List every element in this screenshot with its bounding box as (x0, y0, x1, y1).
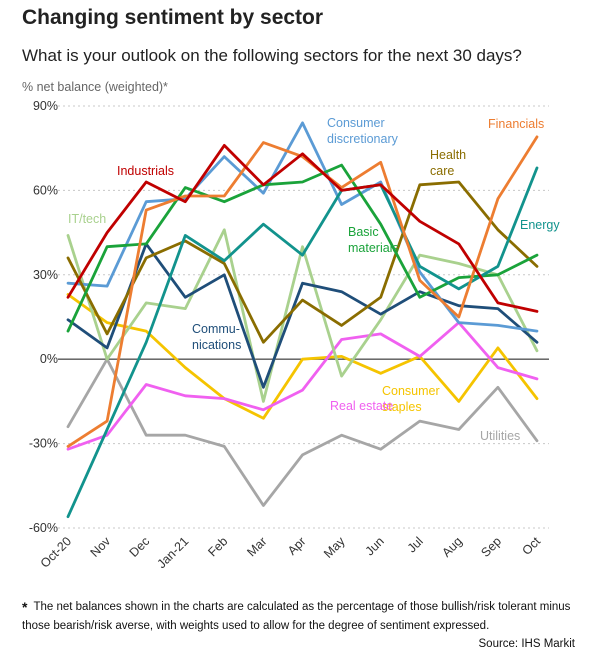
series-label-energy: Energy (520, 218, 560, 232)
x-tick-label: Sep (478, 534, 504, 560)
y-tick-label: 0% (40, 352, 58, 366)
line-chart: 90% 60% 30% 0% -30% -60% Oct-20 Nov Dec Jan-21 Fe… (29, 99, 561, 571)
x-tick-label: Oct (519, 534, 543, 558)
footnote: * The net balances shown in the charts ar… (22, 598, 582, 636)
y-tick-label: 90% (33, 99, 58, 113)
series-line-basic-materials (66, 163, 539, 333)
chart-subtitle: What is your outlook on the following se… (22, 46, 522, 65)
series-line-real-estate (66, 321, 539, 451)
series-label-consumer-staples: Consumer staples (382, 384, 440, 414)
series-lines (66, 121, 539, 519)
x-tick-label: Jun (363, 534, 387, 558)
x-tick-label: Oct-20 (38, 534, 74, 570)
y-tick-label: 30% (33, 268, 58, 282)
x-tick-label: Apr (285, 534, 309, 558)
footnote-marker: * (22, 599, 28, 615)
series-line-consumer-staples (66, 293, 539, 420)
series-label-utilities: Utilities (480, 429, 520, 443)
x-tick-label: Mar (244, 534, 269, 559)
y-tick-labels: 90% 60% 30% 0% -30% -60% (29, 99, 58, 535)
series-label-basic-materials: Basic materials (348, 225, 399, 255)
source-note: Source: IHS Markit (478, 638, 576, 650)
footnote-text: The net balances shown in the charts are… (22, 601, 571, 632)
series-label-industrials: Industrials (117, 164, 174, 178)
series-label-it-tech: IT/tech (68, 212, 106, 226)
series-line-financials (66, 135, 539, 448)
series-label-financials: Financials (488, 117, 544, 131)
series-line-it-tech (66, 228, 539, 403)
x-tick-label: Feb (205, 534, 230, 559)
chart-title: Changing sentiment by sector (22, 6, 324, 29)
series-line-health-care (66, 180, 539, 344)
x-tick-labels: Oct-20 Nov Dec Jan-21 Feb Mar Apr May Jun Jul Aug S… (38, 534, 544, 571)
x-tick-label: Jul (405, 534, 426, 555)
x-tick-label: Aug (439, 534, 465, 560)
series-label-real-estate: Real estate (330, 399, 393, 413)
series-label-consumer-discretionary: Consumer discretionary (327, 116, 399, 146)
y-tick-label: 60% (33, 183, 58, 197)
series-line-energy (66, 166, 539, 519)
series-line-industrials (66, 143, 539, 313)
series-label-communications: Commu-nications (192, 322, 241, 352)
y-axis-unit: % net balance (weighted)* (22, 80, 168, 94)
x-tick-label: Dec (127, 534, 153, 560)
series-line-consumer-discretionary (66, 121, 539, 333)
x-tick-label: Nov (88, 534, 114, 560)
y-tick-label: -30% (29, 437, 58, 451)
y-tick-label: -60% (29, 521, 58, 535)
x-tick-label: Jan-21 (154, 534, 191, 571)
series-label-health-care: Health care (430, 148, 466, 178)
series-line-utilities (66, 357, 539, 507)
x-tick-label: May (321, 534, 348, 561)
